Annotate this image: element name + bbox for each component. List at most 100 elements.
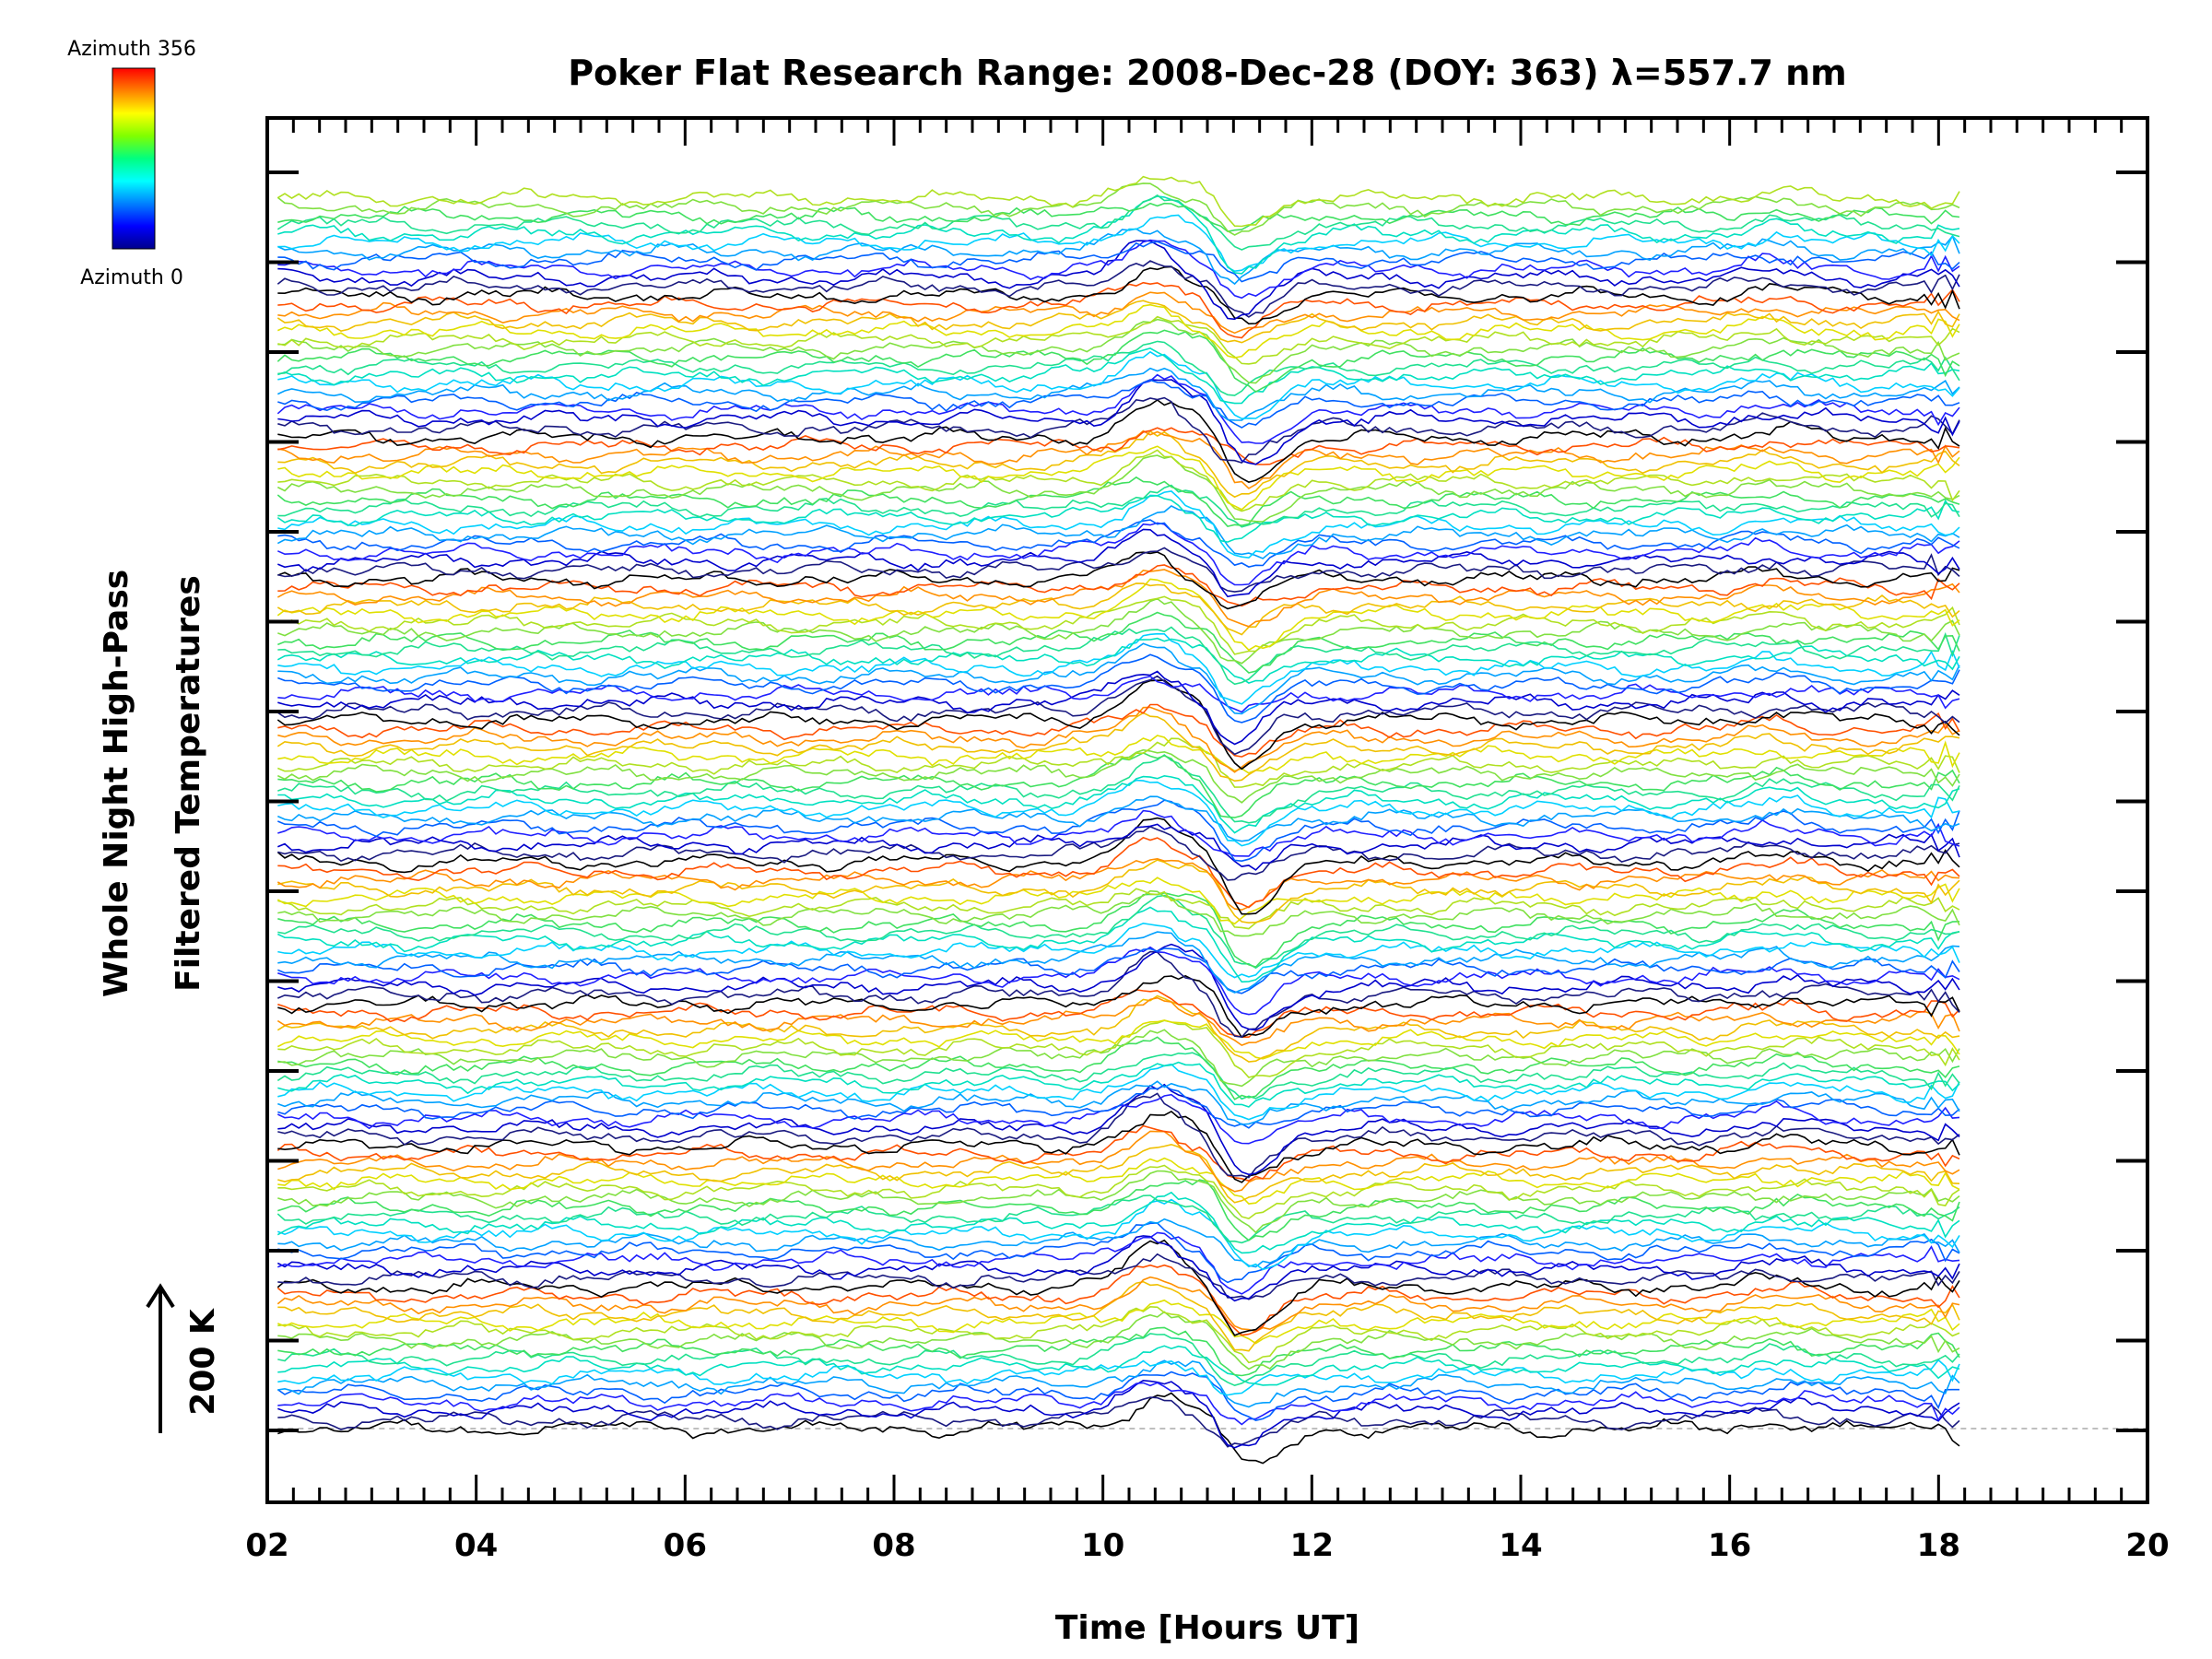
traces-group — [276, 175, 2146, 1465]
temperature-trace — [277, 427, 1960, 465]
x-tick-label: 16 — [1708, 1527, 1751, 1564]
temperature-trace — [277, 1085, 1960, 1129]
temperature-trace — [276, 1371, 1959, 1421]
temperature-trace — [277, 642, 1960, 715]
temperature-trace — [276, 679, 1960, 771]
temperature-trace — [277, 823, 1960, 871]
temperature-trace — [277, 429, 1960, 499]
temperature-trace — [277, 653, 1960, 724]
ticks-group — [265, 118, 2149, 1502]
temperature-trace — [276, 300, 1960, 344]
temperature-trace — [277, 519, 1960, 568]
temperature-trace — [277, 974, 1960, 1039]
temperature-trace — [277, 379, 1960, 429]
temperature-trace — [277, 318, 1960, 384]
temperature-trace — [277, 241, 1960, 283]
temperature-trace — [276, 454, 1960, 523]
x-tick-labels: 02 04 06 08 10 12 14 16 18 20 — [245, 1527, 2169, 1564]
temperature-trace — [277, 490, 1960, 559]
temperature-trace — [277, 1198, 1960, 1271]
temperature-trace — [277, 1157, 1960, 1205]
temperature-trace — [276, 857, 1960, 912]
temperature-trace — [276, 582, 1960, 636]
temperature-trace — [276, 950, 1960, 1039]
temperature-trace — [277, 1164, 1960, 1219]
temperature-trace — [277, 239, 1960, 300]
temperature-trace — [277, 1326, 1960, 1377]
temperature-trace — [277, 265, 1960, 325]
x-tick-label: 20 — [2125, 1527, 2169, 1564]
temperature-trace — [277, 429, 1960, 489]
temperature-trace — [277, 1382, 1960, 1426]
temperature-trace — [277, 825, 1960, 881]
temperature-trace — [277, 1379, 1960, 1449]
temperature-trace — [276, 1239, 1960, 1336]
x-tick-label: 14 — [1499, 1527, 1542, 1564]
temperature-trace — [277, 889, 1960, 937]
temperature-trace — [277, 281, 1960, 339]
temperature-trace — [277, 1092, 1960, 1179]
temperature-trace — [277, 703, 1960, 758]
temperature-trace — [277, 597, 1960, 665]
temperature-trace — [277, 547, 1960, 593]
plot-frame — [265, 116, 2149, 1504]
temperature-trace — [277, 564, 1960, 607]
scale-bar-label: 200 K — [184, 1308, 222, 1416]
temperature-trace — [276, 947, 1960, 994]
colorbar-bottom-label: Azimuth 0 — [80, 266, 183, 289]
x-tick-label: 10 — [1081, 1527, 1124, 1564]
temperature-trace — [276, 522, 1960, 586]
temperature-trace — [277, 670, 1960, 746]
temperature-trace — [277, 347, 1960, 405]
temperature-trace — [277, 551, 1960, 610]
temperature-trace — [276, 795, 1960, 842]
temperature-trace — [277, 595, 1960, 655]
temperature-trace — [277, 859, 1960, 924]
temperature-trace — [276, 1235, 1960, 1302]
temperature-trace — [276, 712, 1960, 782]
x-tick-label: 12 — [1290, 1527, 1334, 1564]
temperature-trace — [276, 1194, 1960, 1244]
temperature-trace — [276, 476, 1960, 527]
scale-bar: 200 K — [146, 1283, 222, 1433]
temperature-trace — [277, 396, 1960, 465]
temperature-trace — [277, 1063, 1960, 1121]
temperature-trace — [277, 946, 1960, 1016]
temperature-trace — [276, 737, 1960, 788]
temperature-trace — [277, 1029, 1960, 1088]
x-tick-label: 04 — [454, 1527, 498, 1564]
temperature-trace — [277, 706, 1960, 773]
temperature-trace — [277, 291, 1960, 335]
x-tick-label: 08 — [872, 1527, 915, 1564]
temperature-trace — [277, 379, 1960, 465]
x-tick-label: 06 — [664, 1527, 707, 1564]
colorbar — [112, 67, 156, 250]
temperature-trace — [277, 891, 1960, 969]
temperature-trace — [277, 774, 1960, 834]
temperature-trace — [276, 906, 1960, 983]
temperature-trace — [277, 836, 1960, 909]
temperature-trace — [277, 240, 1960, 321]
temperature-trace — [277, 632, 1960, 705]
temperature-trace — [277, 1143, 1960, 1204]
temperature-trace — [276, 748, 1960, 804]
temperature-trace — [276, 996, 1960, 1046]
temperature-trace — [277, 1061, 1960, 1108]
temperature-trace — [277, 1080, 1960, 1125]
temperature-trace — [277, 1083, 1960, 1176]
temperature-trace — [276, 329, 1960, 394]
temperature-trace — [277, 399, 1960, 483]
temperature-trace — [277, 1345, 1960, 1386]
temperature-trace — [277, 943, 1960, 1031]
temperature-trace — [276, 228, 1960, 286]
temperature-trace — [276, 817, 1960, 915]
temperature-trace — [277, 1359, 1960, 1408]
temperature-trace — [276, 182, 1960, 236]
temperature-trace — [276, 578, 1960, 652]
temperature-trace — [276, 175, 1960, 228]
temperature-trace — [276, 494, 1960, 543]
temperature-trace — [277, 1110, 1960, 1183]
temperature-trace — [276, 528, 1960, 598]
y-axis-label: Whole Night High-Pass Filtered Temperatu… — [98, 570, 207, 997]
temperature-trace — [276, 1264, 1960, 1336]
